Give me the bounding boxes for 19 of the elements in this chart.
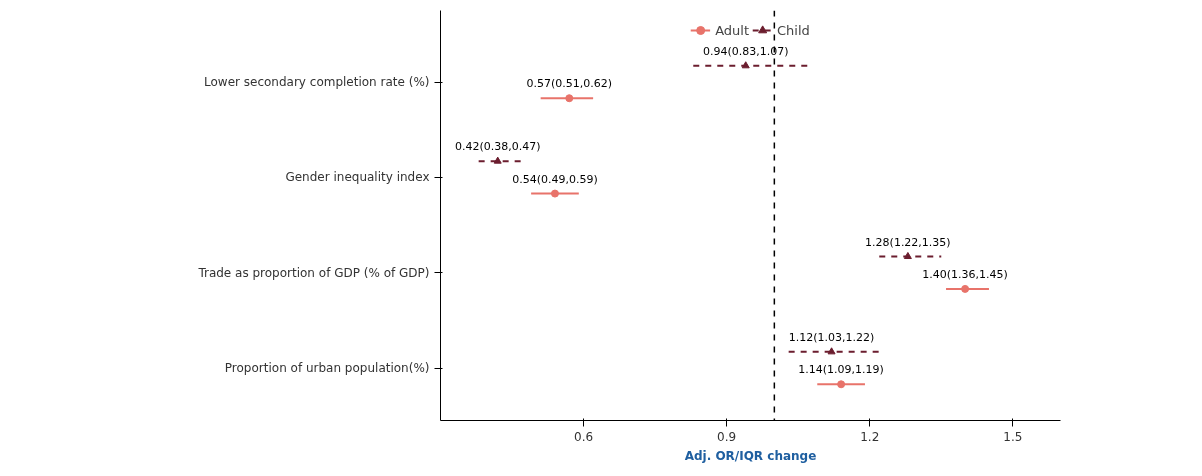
x-tick-label: 0.9 xyxy=(717,429,737,444)
y-tick-label: Proportion of urban population(%) xyxy=(224,361,430,376)
data-label: 0.94(0.83,1.07) xyxy=(702,44,789,58)
y-tick-label: Trade as proportion of GDP (% of GDP) xyxy=(197,265,430,280)
data-label: 1.14(1.09,1.19) xyxy=(798,363,884,377)
x-axis-title: Adj. OR/IQR change xyxy=(684,448,817,463)
data-label: 1.28(1.22,1.35) xyxy=(865,235,951,249)
data-label: 0.57(0.51,0.62) xyxy=(526,77,613,91)
x-tick-label: 1.5 xyxy=(1003,429,1023,444)
y-tick-label: Lower secondary completion rate (%) xyxy=(204,75,430,90)
data-label: 0.54(0.49,0.59) xyxy=(512,172,598,186)
x-tick-label: 0.6 xyxy=(574,429,594,444)
data-label: 1.40(1.36,1.45) xyxy=(922,267,1008,281)
legend-label: Adult xyxy=(715,22,750,38)
data-label: 1.12(1.03,1.22) xyxy=(788,330,875,344)
y-tick-label: Gender inequality index xyxy=(285,170,430,185)
data-label: 0.42(0.38,0.47) xyxy=(454,140,541,154)
x-tick-label: 1.2 xyxy=(860,429,880,444)
legend-label: Child xyxy=(777,22,810,38)
